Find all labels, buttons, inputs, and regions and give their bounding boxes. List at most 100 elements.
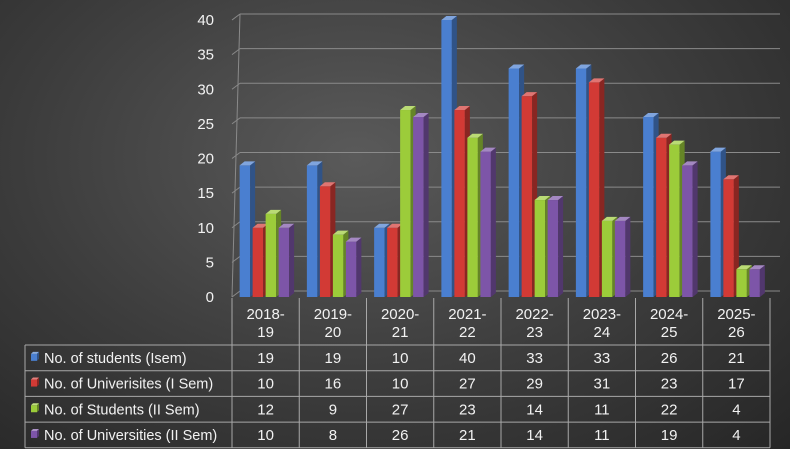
data-label: 4 <box>732 401 740 418</box>
bar-front <box>669 144 680 297</box>
bar-front <box>521 96 533 297</box>
x-tick-label: 2024-25 <box>650 306 688 341</box>
bar-front <box>749 269 760 297</box>
data-label: 22 <box>661 401 678 418</box>
bar-top <box>534 196 551 201</box>
bar-front <box>265 213 277 297</box>
bar-top <box>643 112 659 117</box>
data-label: 19 <box>325 350 342 367</box>
y-tick-label: 0 <box>206 289 214 306</box>
data-label: 8 <box>329 427 337 444</box>
bar-top <box>454 106 470 111</box>
data-label: 10 <box>257 427 274 444</box>
bar-top <box>723 175 739 180</box>
data-label: 10 <box>392 350 409 367</box>
bar-front <box>345 241 357 297</box>
bar-top <box>400 106 416 111</box>
bar <box>413 112 429 297</box>
bar-side <box>733 175 739 297</box>
data-label: 16 <box>325 376 342 393</box>
bar-front <box>454 110 465 298</box>
y-tick-label: 10 <box>197 220 214 237</box>
data-label: 14 <box>526 427 543 444</box>
bar-top <box>374 223 390 228</box>
bar-front <box>588 82 600 297</box>
bar-front <box>614 220 626 297</box>
data-label: 23 <box>661 376 678 393</box>
data-label: 29 <box>526 376 543 393</box>
bar-side <box>423 112 429 297</box>
x-tick-label: 2025-26 <box>717 306 755 341</box>
data-label: 21 <box>459 427 476 444</box>
bar-front <box>480 151 491 297</box>
data-label: 12 <box>257 401 274 418</box>
legend-key <box>31 403 39 413</box>
bar-front <box>400 110 411 298</box>
bar-front <box>508 68 520 297</box>
bar-side <box>356 237 362 297</box>
bar-front <box>413 116 424 297</box>
data-label: 11 <box>594 401 610 418</box>
data-label: 26 <box>661 350 678 367</box>
bar <box>278 223 295 297</box>
bar-top <box>588 78 605 83</box>
y-tick-label: 20 <box>197 151 214 168</box>
bar-top <box>319 182 336 187</box>
data-label: 17 <box>728 376 745 393</box>
bar <box>614 216 631 297</box>
gridline-slant <box>231 117 241 125</box>
bar-front <box>710 151 721 297</box>
bar-front <box>467 137 478 297</box>
bar-front <box>374 227 385 297</box>
bar-top <box>575 64 592 69</box>
bar-front <box>601 220 613 297</box>
series-name: No. of students (Isem) <box>44 351 187 367</box>
bar-front <box>252 227 264 297</box>
bar-top <box>252 223 269 228</box>
bar-front <box>736 269 747 297</box>
bar-top <box>508 64 525 69</box>
bar-top <box>601 216 618 221</box>
bar-front <box>723 179 734 297</box>
series-name: No. of Universities (II Sem) <box>44 428 217 444</box>
gridline-slant <box>231 221 241 229</box>
y-axis: 0 5 10 15 20 25 30 35 40 <box>197 12 214 306</box>
legend-key <box>31 377 39 387</box>
data-label: 10 <box>257 376 274 393</box>
data-label: 19 <box>661 427 678 444</box>
bar-side <box>490 147 496 297</box>
data-label: 33 <box>526 350 543 367</box>
series-name: No. of Students (II Sem) <box>44 402 200 418</box>
bar-front <box>306 165 318 297</box>
gridline-slant <box>231 152 241 159</box>
bar-top <box>332 230 349 235</box>
data-label: 21 <box>728 350 745 367</box>
bar-top <box>656 133 672 138</box>
data-label: 4 <box>732 427 740 444</box>
bar-top <box>441 16 457 20</box>
bar <box>480 147 496 297</box>
data-label: 27 <box>392 401 409 418</box>
data-label: 27 <box>459 376 476 393</box>
y-tick-label: 15 <box>197 185 214 202</box>
bar-side <box>759 265 765 297</box>
bar-front <box>534 200 546 297</box>
data-label: 33 <box>594 350 611 367</box>
bar-front <box>239 165 251 297</box>
bar-front <box>575 68 587 297</box>
data-label: 11 <box>594 427 610 444</box>
gridline-slant <box>231 255 241 263</box>
x-tick-label: 2022-23 <box>515 306 553 341</box>
series-name: No. of Univerisites (I Sem) <box>44 377 213 393</box>
bar-top <box>736 265 752 270</box>
bar-front <box>387 227 398 297</box>
bar-top <box>710 147 726 152</box>
gridline-slant <box>231 290 241 298</box>
bar <box>345 237 362 297</box>
x-tick-label: 2023-24 <box>583 306 621 341</box>
bar-side <box>692 161 698 297</box>
data-label: 23 <box>459 401 476 418</box>
bar-top <box>521 92 538 97</box>
bar-front <box>656 137 667 297</box>
bar-top <box>669 140 685 145</box>
